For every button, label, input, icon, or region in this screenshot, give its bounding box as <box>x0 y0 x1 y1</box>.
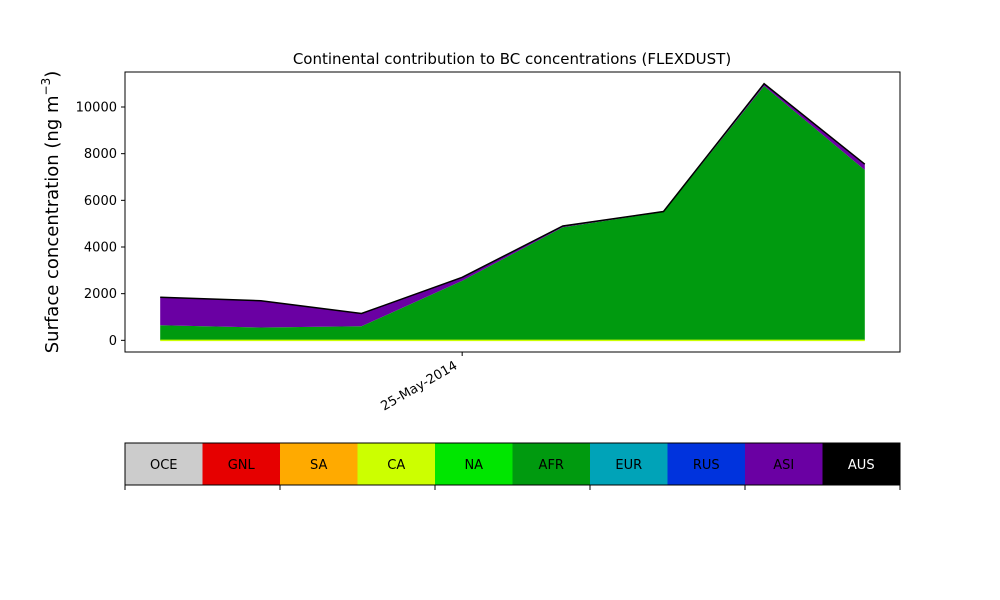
y-tick-label: 6000 <box>84 194 117 209</box>
legend-label-gnl: GNL <box>228 458 256 473</box>
x-tick-label: 25-May-2014 <box>378 358 460 414</box>
legend-label-sa: SA <box>310 458 327 473</box>
legend-colorbar: OCE GNL SA CA NA AFR EUR RUS ASI AUS <box>124 442 901 490</box>
x-axis: 25-May-2014 <box>378 352 463 414</box>
y-tick-label: 2000 <box>84 287 117 302</box>
legend-swatch-rus <box>667 443 745 485</box>
legend-label-eur: EUR <box>615 458 642 473</box>
legend-label-rus: RUS <box>693 458 720 473</box>
legend-swatch-afr <box>512 443 590 485</box>
legend-label-aus: AUS <box>848 458 875 473</box>
legend-swatch-oce <box>125 443 203 485</box>
plot-frame <box>124 71 901 353</box>
y-axis-label-superscript: −3 <box>39 78 53 96</box>
y-tick-label: 4000 <box>84 241 117 256</box>
legend-label-ca: CA <box>387 458 405 473</box>
legend-swatch-gnl <box>202 443 280 485</box>
legend-swatch-aus <box>822 443 900 485</box>
y-axis-label: Surface concentration (ng m−3) <box>39 71 63 354</box>
legend-frame <box>124 442 901 486</box>
area-afr <box>160 86 865 341</box>
y-tick-label: 0 <box>109 334 117 349</box>
legend-swatch-sa <box>280 443 358 485</box>
legend-label-afr: AFR <box>539 458 564 473</box>
stack-top-line <box>160 82 866 315</box>
legend-label-na: NA <box>464 458 483 473</box>
chart-title: Continental contribution to BC concentra… <box>293 50 731 68</box>
legend-swatch-asi <box>745 443 823 485</box>
y-axis-label-close: ) <box>42 71 63 78</box>
legend-swatch-na <box>435 443 513 485</box>
area-layer <box>160 82 866 342</box>
y-axis: 0 2000 4000 6000 8000 10000 <box>76 101 125 349</box>
legend-swatch-ca <box>357 443 435 485</box>
y-tick-label: 10000 <box>76 101 117 116</box>
legend-label-oce: OCE <box>150 458 178 473</box>
legend-label-asi: ASI <box>773 458 794 473</box>
y-tick-label: 8000 <box>84 147 117 162</box>
legend-swatch-eur <box>590 443 668 485</box>
